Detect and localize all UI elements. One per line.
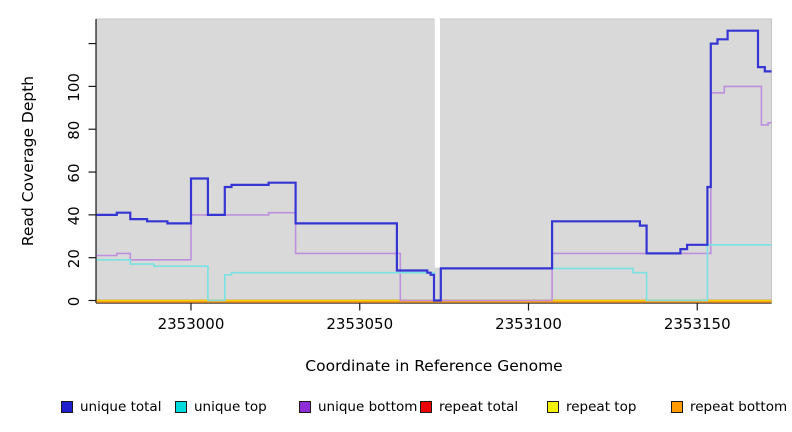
legend-item-unique-total: unique total: [61, 399, 161, 415]
legend-item-repeat-top: repeat top: [547, 399, 636, 415]
unique-total-swatch-icon: [61, 401, 73, 413]
legend-item-repeat-total: repeat total: [420, 399, 518, 415]
chart-legend: unique total unique top unique bottom re…: [0, 399, 792, 421]
unique-top-swatch-icon: [175, 401, 187, 413]
legend-label: repeat total: [439, 399, 519, 415]
no-data-gap-band: [434, 18, 440, 268]
y-tick-label: 0: [65, 297, 83, 307]
series-unique-top: [96, 244, 772, 302]
x-tick-label: 2353000: [158, 315, 225, 333]
y-tick-label: 40: [65, 206, 83, 225]
plot-background: [96, 18, 772, 304]
unique-bottom-swatch-icon: [299, 401, 311, 413]
y-tick-label: 100: [65, 73, 83, 102]
plot-area: 0 20 40 60 80 100 2353000 2353050 2353100 2353150: [65, 18, 772, 333]
legend-label: unique top: [194, 399, 267, 415]
y-tick-label: 80: [65, 121, 83, 140]
legend-item-unique-top: unique top: [175, 399, 267, 415]
legend-item-unique-bottom: unique bottom: [299, 399, 417, 415]
y-tick-label: 60: [65, 163, 83, 182]
x-tick-label: 2353050: [326, 315, 393, 333]
repeat-top-swatch-icon: [547, 401, 559, 413]
repeat-bottom-swatch-icon: [671, 401, 683, 413]
series-unique-total: [96, 29, 772, 302]
legend-label: unique bottom: [318, 399, 418, 415]
repeat-total-swatch-icon: [420, 401, 432, 413]
legend-item-repeat-bottom: repeat bottom: [671, 399, 787, 415]
x-tick-label: 2353150: [664, 315, 731, 333]
legend-label: repeat top: [566, 399, 637, 415]
series-unique-bottom: [96, 85, 772, 302]
legend-label: repeat bottom: [690, 399, 788, 415]
legend-label: unique total: [80, 399, 162, 415]
y-tick-label: 20: [65, 249, 83, 268]
y-axis-label: Read Coverage Depth: [19, 76, 37, 246]
x-tick-label: 2353100: [495, 315, 562, 333]
x-axis-label: Coordinate in Reference Genome: [305, 357, 562, 375]
